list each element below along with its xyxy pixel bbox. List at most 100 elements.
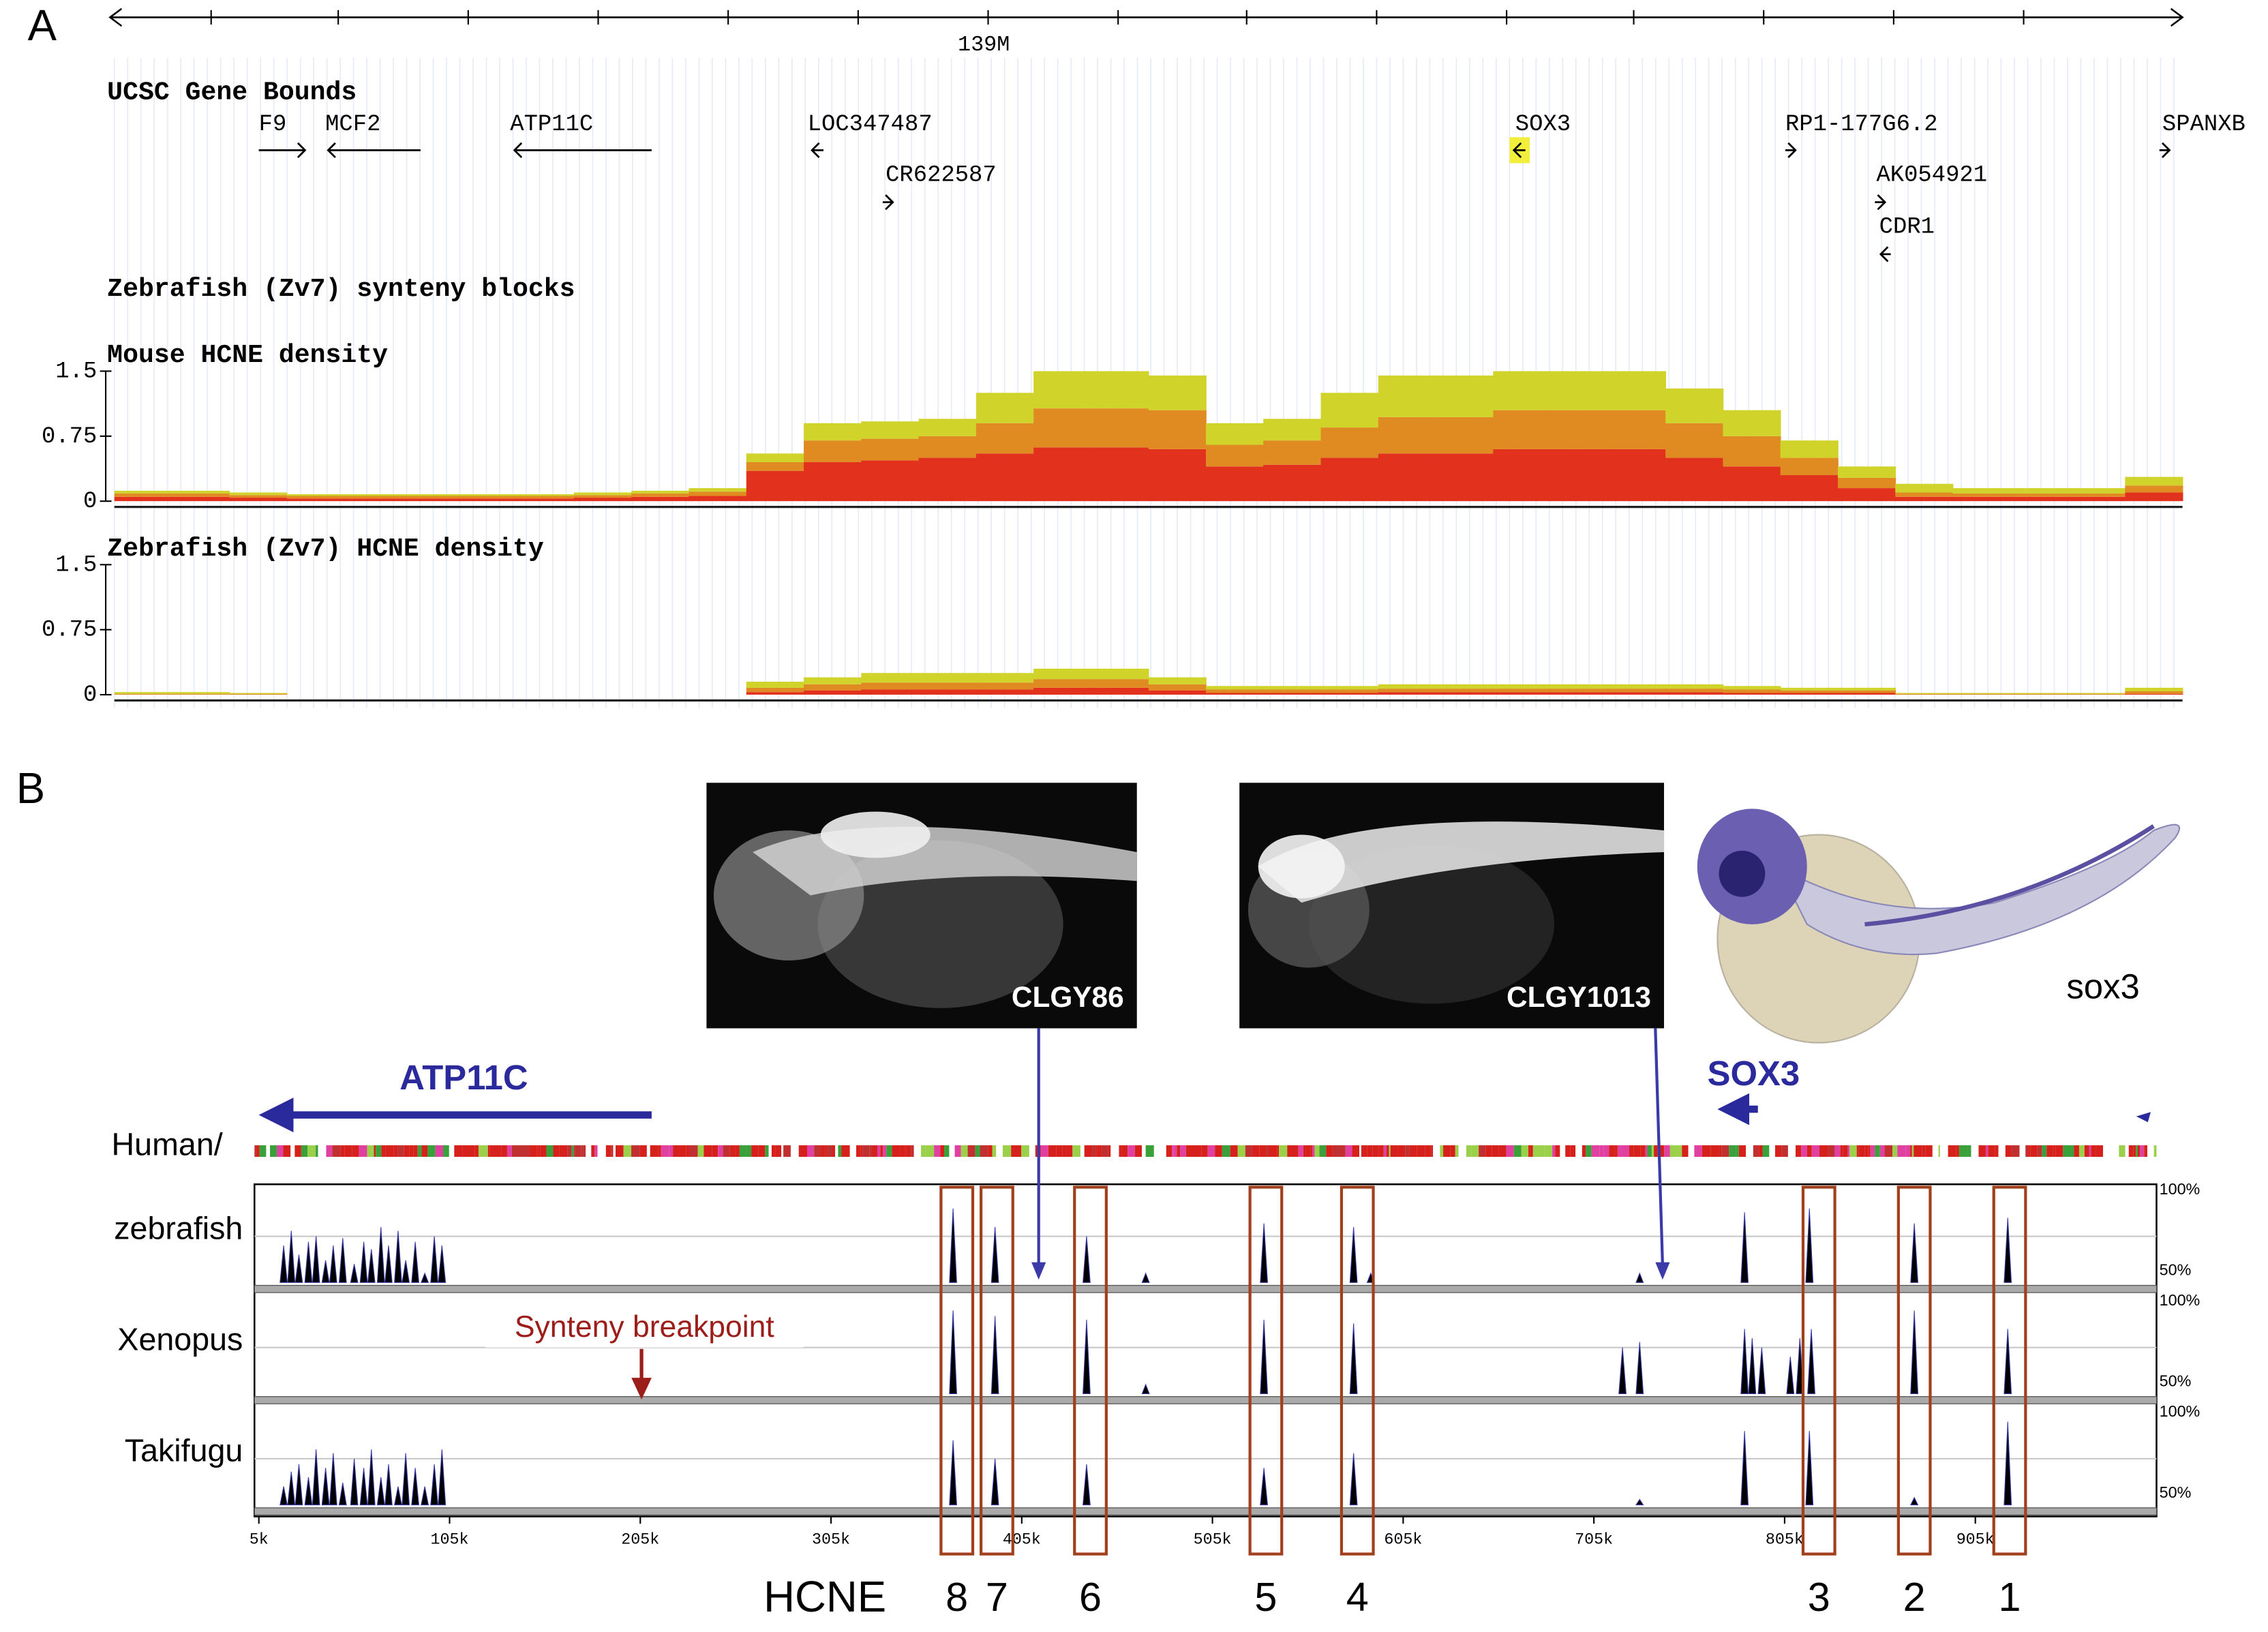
conservation-peak xyxy=(1740,1431,1749,1506)
alignment-stripe xyxy=(290,1145,295,1157)
alignment-stripe xyxy=(1640,1145,1646,1157)
gene-label: MCF2 xyxy=(325,112,380,138)
alignment-stripe xyxy=(1914,1145,1916,1157)
alignment-stripe xyxy=(1721,1145,1729,1157)
alignment-stripe xyxy=(1586,1145,1592,1157)
conservation-peak xyxy=(1786,1357,1795,1394)
conservation-peak xyxy=(991,1458,999,1506)
y-tick-label: 0.75 xyxy=(42,618,97,644)
density-segment xyxy=(1607,689,1666,693)
annotation-arrowhead xyxy=(631,1378,652,1400)
alignment-stripe xyxy=(832,1145,836,1157)
density-segment xyxy=(1780,457,1839,476)
alignment-stripe xyxy=(1843,1145,1848,1157)
density-segment xyxy=(1837,488,1896,502)
alignment-stripe xyxy=(658,1145,661,1157)
alignment-stripe xyxy=(1359,1145,1361,1157)
density-segment xyxy=(1607,684,1666,689)
density-segment xyxy=(402,496,460,499)
density-segment xyxy=(2010,493,2068,497)
density-segment xyxy=(1263,440,1322,465)
conservation-peak xyxy=(359,1241,368,1283)
alignment-stripe xyxy=(605,1145,611,1157)
conservation-peak xyxy=(949,1310,957,1394)
alignment-stripe xyxy=(393,1145,398,1157)
density-segment xyxy=(459,494,517,496)
gene-strand xyxy=(327,142,336,158)
y-tick-label: 0.75 xyxy=(42,424,97,450)
conservation-peak xyxy=(321,1468,330,1506)
track-title: Zebrafish (Zv7) HCNE density xyxy=(107,534,544,564)
alignment-stripe xyxy=(2096,1145,2104,1157)
alignment-stripe xyxy=(1659,1145,1665,1157)
alignment-stripe xyxy=(1676,1145,1682,1157)
alignment-stripe xyxy=(1570,1145,1576,1157)
conservation-peak xyxy=(394,1230,402,1283)
alignment-stripe xyxy=(704,1145,712,1157)
alignment-stripe xyxy=(462,1145,469,1157)
alignment-stripe xyxy=(1769,1145,1776,1157)
density-segment xyxy=(746,462,804,471)
alignment-stripe xyxy=(581,1145,584,1157)
density-segment xyxy=(1493,371,1552,410)
alignment-stripe xyxy=(1932,1145,1939,1157)
hcne-label: HCNE xyxy=(763,1573,886,1621)
alignment-stripe xyxy=(1372,1145,1378,1157)
conservation-peak xyxy=(304,1241,313,1283)
alignment-stripe xyxy=(679,1145,686,1157)
conservation-peak xyxy=(1635,1498,1644,1506)
link-arrowhead xyxy=(1031,1262,1046,1280)
alignment-stripe xyxy=(1879,1145,1885,1157)
x-tick-label: 605k xyxy=(1384,1531,1422,1549)
alignment-stripe xyxy=(1180,1145,1186,1157)
alignment-stripe xyxy=(2028,1145,2031,1157)
conservation-peak xyxy=(1757,1347,1766,1394)
ruler-label: 139M xyxy=(958,33,1010,57)
alignment-stripe xyxy=(980,1145,988,1157)
alignment-stripe xyxy=(283,1145,291,1157)
alignment-stripe xyxy=(1367,1145,1373,1157)
alignment-stripe xyxy=(1160,1145,1166,1157)
density-segment xyxy=(573,498,633,502)
alignment-stripe xyxy=(2125,1145,2129,1157)
gene-arrowhead xyxy=(258,1098,294,1132)
alignment-stripe xyxy=(781,1145,784,1157)
alignment-stripe xyxy=(1230,1145,1238,1157)
density-segment xyxy=(1723,693,1781,695)
alignment-stripe xyxy=(949,1145,955,1157)
alignment-stripe xyxy=(2144,1145,2147,1157)
alignment-stripe xyxy=(2119,1145,2126,1157)
alignment-stripe xyxy=(1119,1145,1122,1157)
alignment-stripe xyxy=(673,1145,680,1157)
density-segment xyxy=(344,496,402,499)
alignment-stripe xyxy=(892,1145,901,1157)
density-segment xyxy=(1320,457,1379,502)
density-segment xyxy=(172,496,230,502)
density-segment xyxy=(1378,375,1436,417)
density-segment xyxy=(1320,686,1379,690)
gene-label: LOC347487 xyxy=(808,112,933,138)
conservation-peak xyxy=(1083,1464,1091,1506)
alignment-stripe xyxy=(316,1145,318,1157)
alignment-stripe xyxy=(1998,1145,2006,1157)
link-arrowhead xyxy=(1655,1262,1670,1280)
hcne-box xyxy=(1896,1185,1932,1556)
alignment-stripe xyxy=(266,1145,271,1157)
alignment-stripe xyxy=(449,1145,455,1157)
image-label: CLGY86 xyxy=(1012,981,1124,1013)
density-segment xyxy=(1436,684,1494,689)
alignment-stripe xyxy=(1916,1145,1922,1157)
alignment-stripe xyxy=(1338,1145,1346,1157)
alignment-stripe xyxy=(1492,1145,1499,1157)
alignment-stripe xyxy=(2137,1145,2141,1157)
density-segment xyxy=(1205,423,1265,445)
x-tick-label: 905k xyxy=(1956,1531,1995,1549)
density-segment xyxy=(1263,419,1322,441)
conservation-peak xyxy=(294,1464,303,1506)
y-tick-label: 100% xyxy=(2160,1180,2201,1198)
density-segment xyxy=(1780,687,1839,691)
alignment-stripe xyxy=(559,1145,568,1157)
alignment-stripe xyxy=(1864,1145,1869,1157)
density-segment xyxy=(1607,371,1666,410)
conservation-peak xyxy=(294,1254,303,1283)
